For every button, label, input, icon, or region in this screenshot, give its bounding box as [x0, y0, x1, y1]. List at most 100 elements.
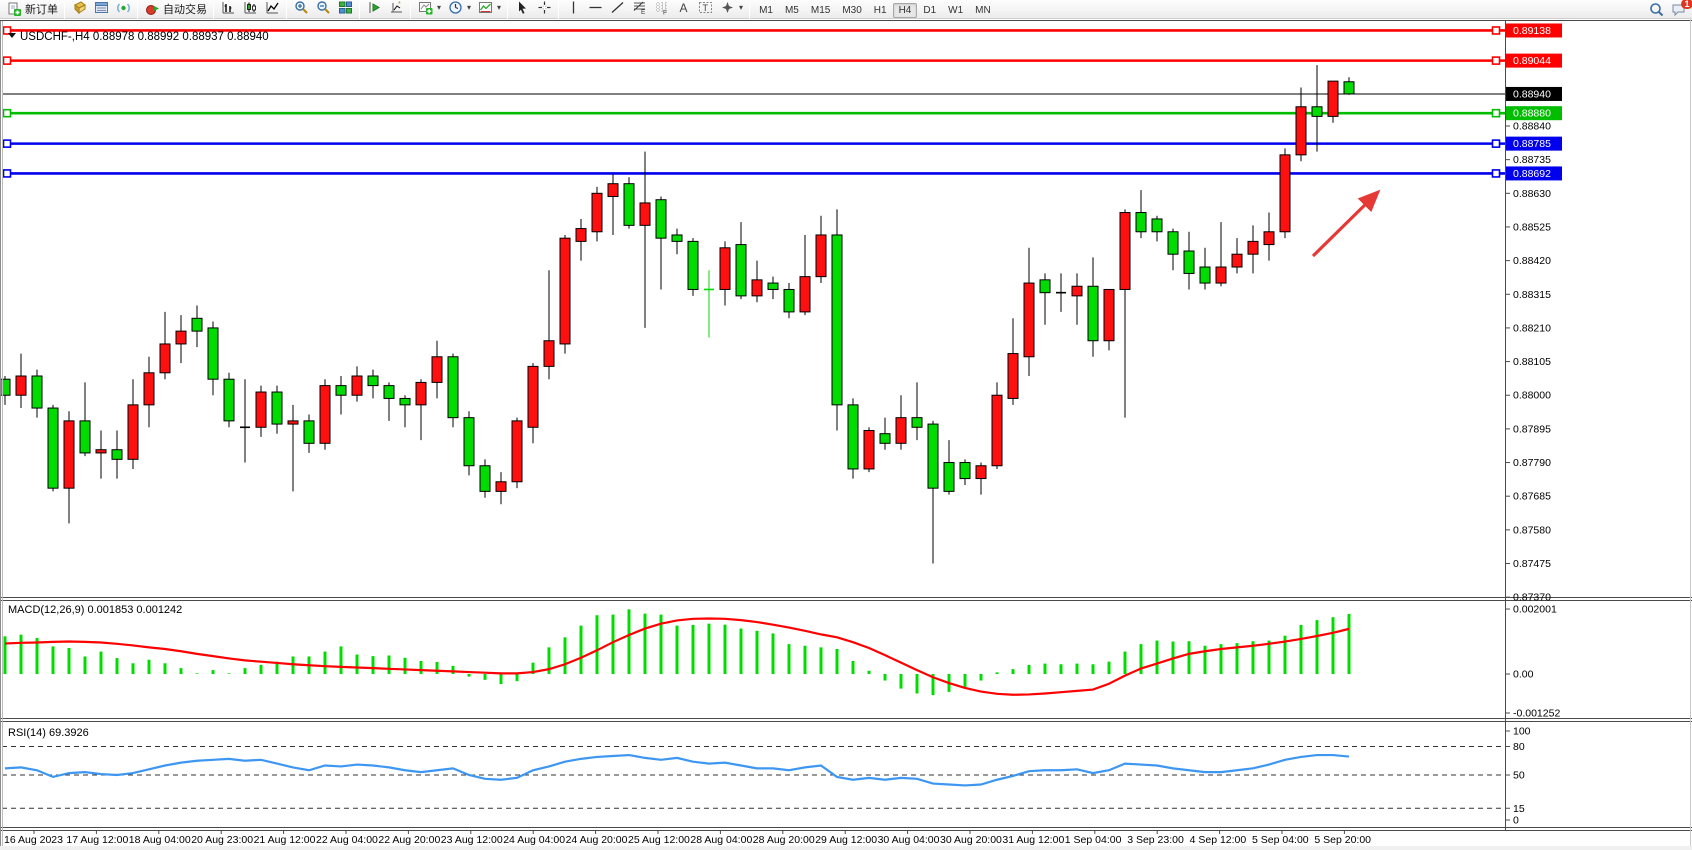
trendline-button[interactable] — [606, 0, 628, 16]
timeframe-button-h1[interactable]: H1 — [873, 5, 887, 16]
candle-body — [1007, 353, 1019, 399]
candle-body — [847, 404, 859, 470]
price-axis[interactable]: 0.88840 0.88735 0.88630 0.88525 0.88420 0.883… — [1505, 23, 1562, 604]
price-tick-label: 0.88210 — [1513, 322, 1551, 334]
bar-chart-icon — [220, 0, 236, 15]
price-tick-label: 0.87790 — [1513, 457, 1551, 469]
toolbar-separator — [410, 1, 411, 19]
candle-body — [175, 330, 187, 345]
notifications-button[interactable]: 1 — [1667, 0, 1692, 18]
candle-body — [543, 340, 555, 367]
crosshair-button[interactable] — [533, 0, 555, 16]
text-button[interactable]: A — [672, 0, 694, 16]
indicator-window-icon: * — [388, 0, 404, 15]
navigator-icon — [115, 0, 131, 15]
auto-trading-button[interactable]: 自动交易 — [141, 1, 210, 18]
candle-body — [927, 423, 939, 489]
zoom-out-icon — [315, 0, 331, 15]
time-axis-label: 25 Aug 12:00 — [628, 834, 690, 846]
macd-panel — [3, 609, 1351, 696]
text-label-button[interactable]: T — [694, 0, 716, 16]
timeframe-button-m15[interactable]: M15 — [810, 5, 831, 16]
candle-body — [207, 327, 219, 380]
candle-body — [815, 234, 827, 278]
trend-arrow[interactable] — [1311, 189, 1381, 258]
market-watch-icon — [71, 0, 87, 15]
candle-body — [623, 183, 635, 226]
candle-body — [975, 465, 987, 480]
crosshair-icon — [536, 0, 552, 15]
timeframe-button-d1[interactable]: D1 — [923, 5, 937, 16]
navigator-button[interactable] — [112, 0, 134, 16]
toolbar-standard-icons — [61, 0, 141, 20]
candle-body — [1023, 282, 1035, 358]
timeframe-button-w1[interactable]: W1 — [948, 5, 964, 16]
dropdown-arrow-icon: ▾ — [437, 2, 442, 12]
candle-body — [735, 244, 747, 297]
candle-body — [575, 228, 587, 242]
text-label-icon: T — [697, 0, 713, 15]
new-chart-button[interactable]: ▾ — [414, 0, 444, 16]
candle-body — [1327, 80, 1339, 117]
candle-body — [767, 282, 779, 290]
arrows-shapes-button[interactable]: ▾ — [716, 0, 746, 16]
profiles-clock-button[interactable]: ▾ — [444, 0, 474, 16]
price-badge — [1506, 86, 1562, 101]
indicator-window-button[interactable]: * — [385, 0, 407, 16]
hline-handle[interactable] — [2, 139, 12, 148]
rsi-axis-label: 15 — [1513, 803, 1525, 815]
template-button[interactable]: ▾ — [474, 0, 504, 16]
grid-button[interactable]: F — [650, 0, 672, 16]
new-order-button[interactable]: 新订单 — [3, 1, 61, 18]
search-button[interactable] — [1645, 1, 1667, 18]
candle-body — [79, 420, 91, 454]
indicators-button[interactable] — [363, 0, 385, 16]
hline-handle[interactable] — [1491, 139, 1501, 148]
candlestick-chart-button[interactable] — [239, 0, 261, 16]
candle-body — [0, 378, 11, 396]
hline-handle[interactable] — [1491, 108, 1501, 118]
time-axis[interactable]: 16 Aug 2023 17 Aug 12:00 18 Aug 04:00 20 Au… — [4, 830, 1371, 846]
hline-handle[interactable] — [2, 169, 12, 178]
time-axis-label: 5 Sep 20:00 — [1314, 834, 1371, 846]
profiles-clock-icon — [447, 0, 463, 15]
hline-handle[interactable] — [1491, 169, 1501, 178]
zoom-in-button[interactable] — [290, 0, 312, 16]
zoom-out-button[interactable] — [312, 0, 334, 16]
auto-trading-icon — [144, 1, 160, 17]
timeframe-button-h4[interactable]: H4 — [892, 3, 918, 18]
fibonacci-button[interactable]: E — [628, 0, 650, 16]
vertical-line-button[interactable] — [562, 0, 584, 16]
market-watch-button[interactable] — [68, 0, 90, 16]
price-tick-label: 0.88525 — [1513, 221, 1551, 233]
candle-body — [687, 240, 699, 290]
data-window-button[interactable] — [90, 0, 112, 16]
hline-handle[interactable] — [2, 56, 12, 65]
horizontal-lines[interactable] — [2, 26, 1505, 178]
hline-handle[interactable] — [1491, 26, 1501, 35]
timeframe-button-m1[interactable]: M1 — [759, 5, 773, 16]
timeframe-button-m5[interactable]: M5 — [784, 5, 799, 16]
rsi-line — [4, 753, 1350, 787]
hline-handle[interactable] — [2, 26, 12, 35]
timeframe-toolbar: M1 M5 M15 M30 H1 H4 D1 W1 MN — [753, 0, 997, 18]
tile-windows-button[interactable] — [334, 0, 356, 16]
chart-canvas[interactable]: 0.88840 0.88735 0.88630 0.88525 0.88420 0.883… — [0, 19, 1692, 850]
rsi-label: RSI(14) 69.3926 — [8, 727, 89, 739]
time-axis-label: 4 Sep 12:00 — [1190, 834, 1247, 846]
bar-chart-button[interactable] — [217, 0, 239, 16]
cursor-button[interactable] — [511, 0, 533, 16]
data-window-icon — [93, 0, 109, 15]
hline-handle[interactable] — [1491, 56, 1501, 65]
text-icon: A — [675, 0, 691, 15]
hline-handle[interactable] — [2, 108, 12, 118]
horizontal-line-button[interactable] — [584, 0, 606, 16]
timeframe-button-m30[interactable]: M30 — [842, 5, 862, 16]
auto-trading-label: 自动交易 — [163, 4, 207, 16]
time-axis-label: 31 Aug 12:00 — [1002, 834, 1064, 846]
cursor-icon — [514, 0, 530, 15]
line-chart-button[interactable] — [261, 0, 283, 16]
candle-body — [1279, 154, 1291, 233]
timeframe-button-mn[interactable]: MN — [975, 5, 991, 16]
